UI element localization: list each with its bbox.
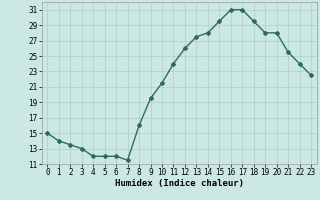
X-axis label: Humidex (Indice chaleur): Humidex (Indice chaleur) (115, 179, 244, 188)
